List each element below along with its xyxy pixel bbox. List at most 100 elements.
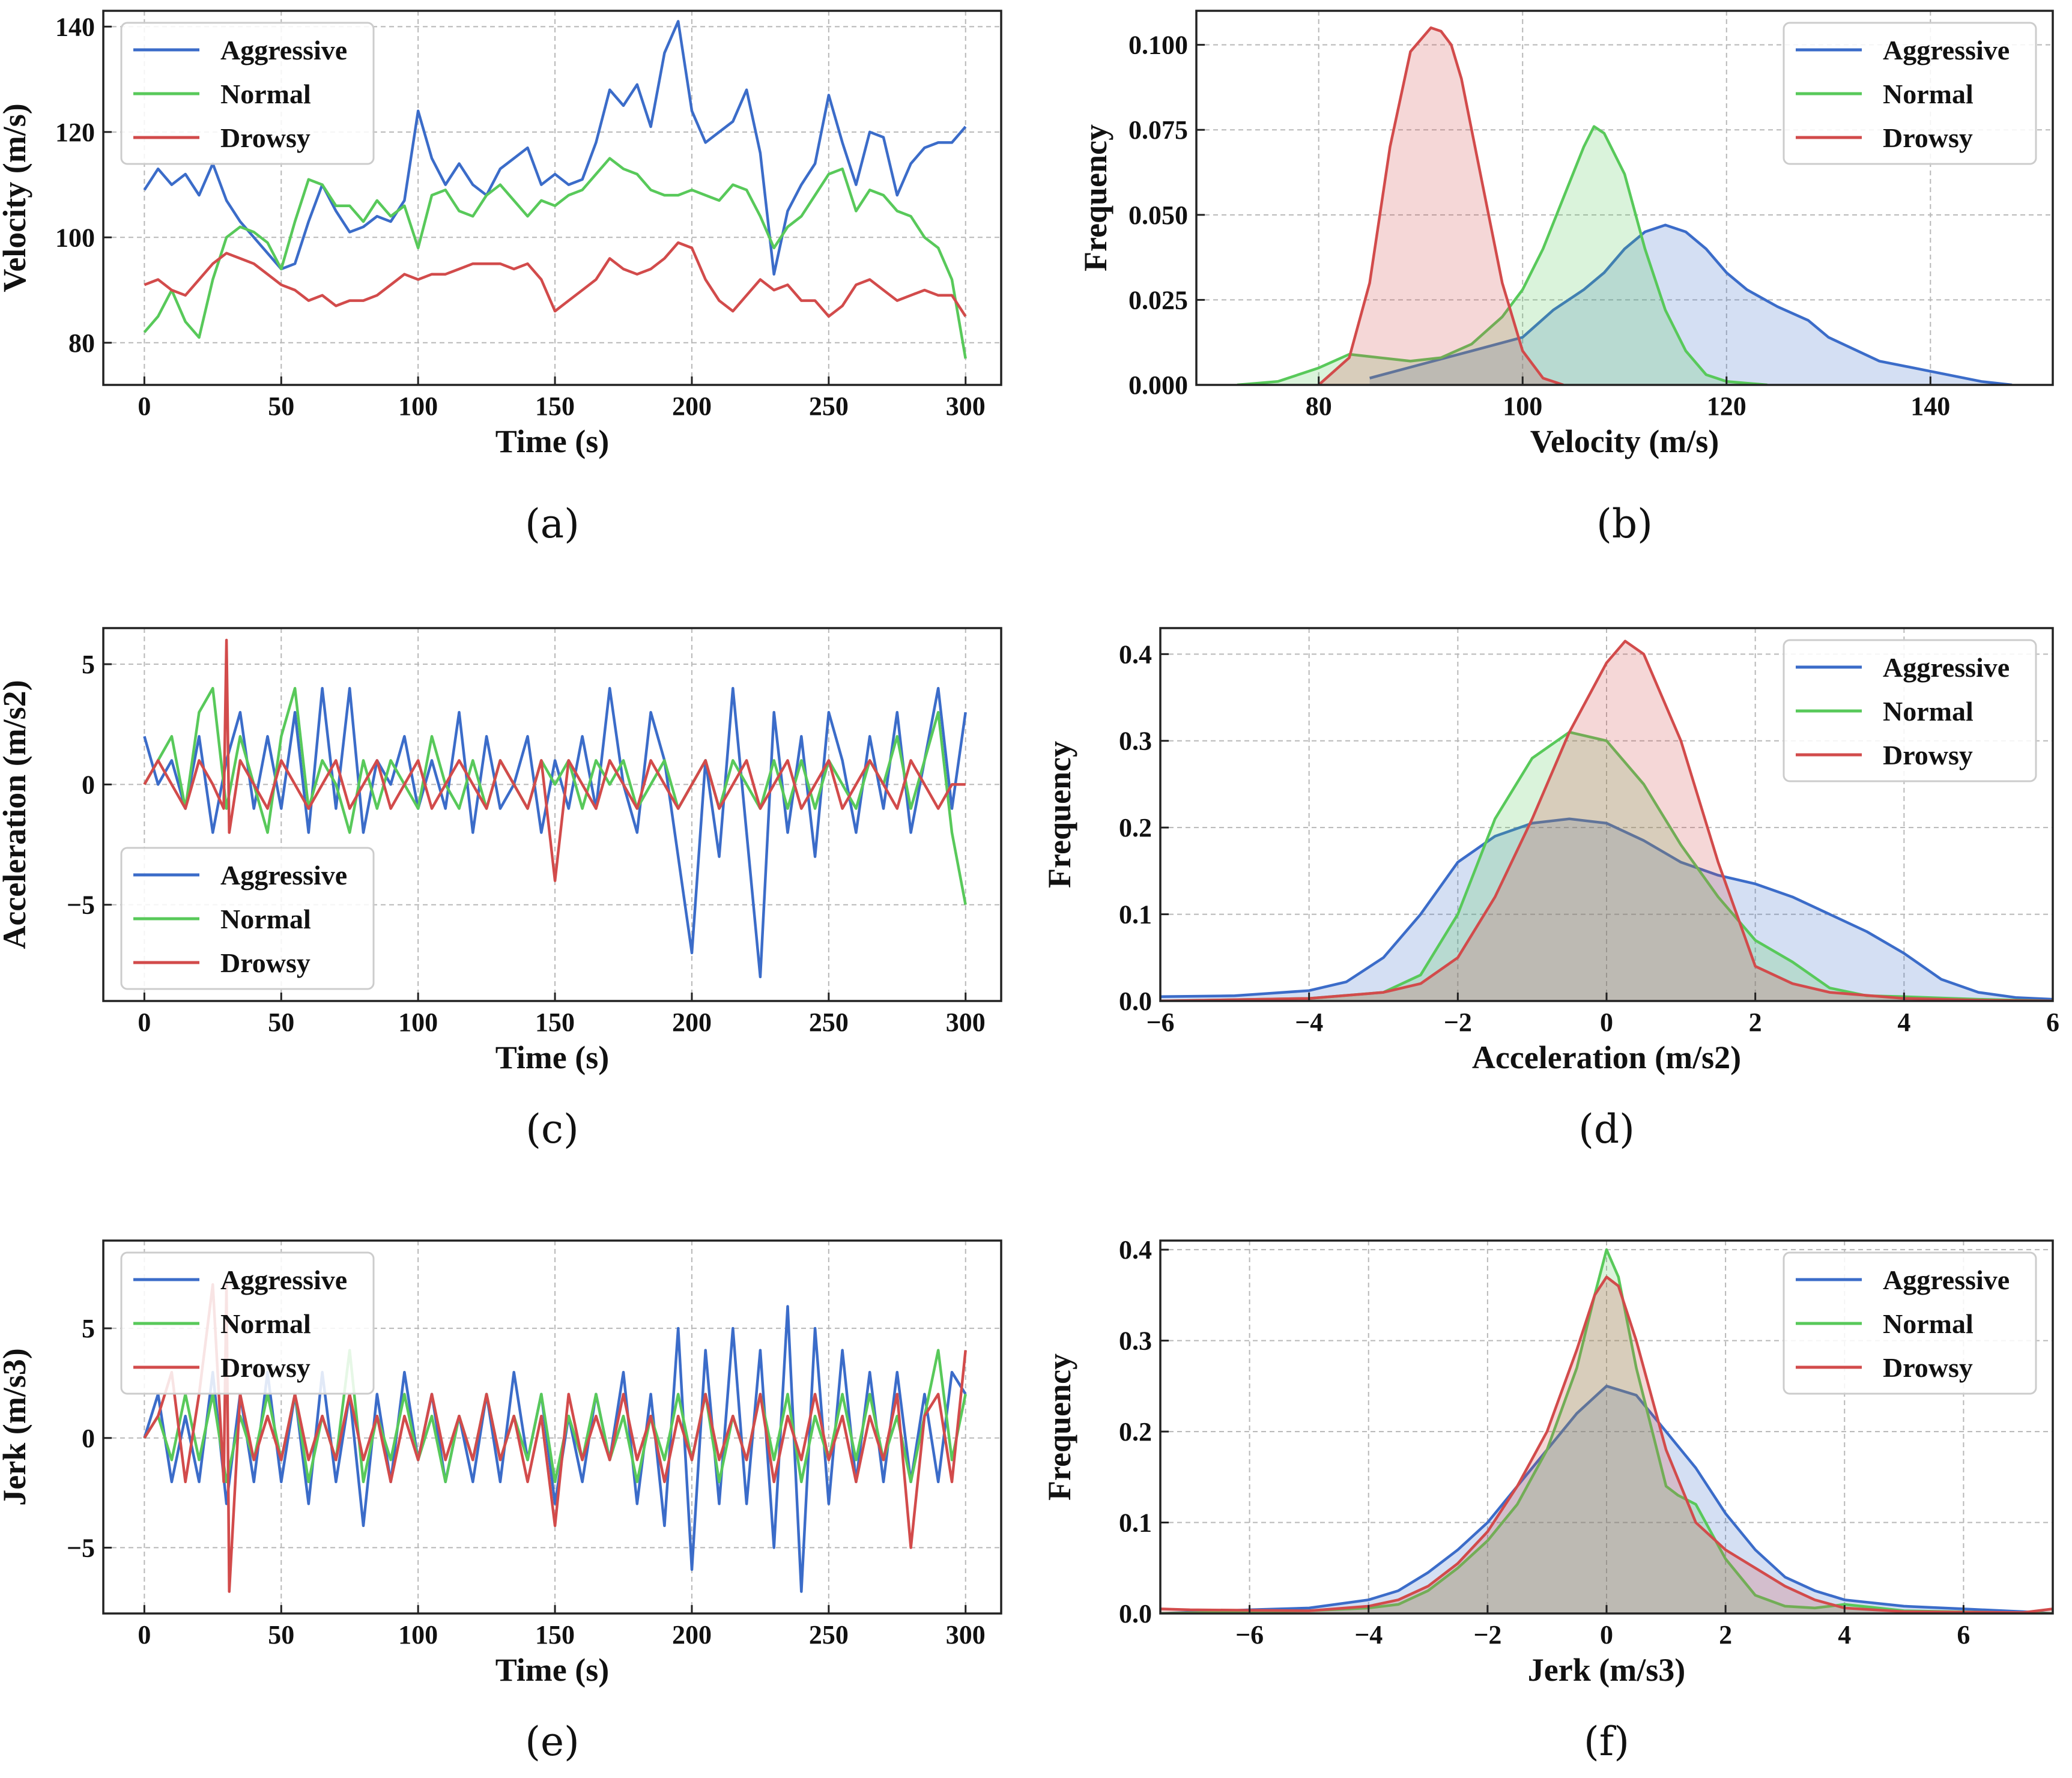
y-tick-label: 0.025 [1128, 285, 1188, 315]
legend-label-aggressive: Aggressive [220, 860, 347, 891]
y-axis-label: Frequency [1041, 1353, 1077, 1501]
legend-label-normal: Normal [220, 904, 311, 934]
plot-area [143, 20, 967, 359]
x-tick-label: 200 [672, 1620, 712, 1649]
legend-frame [120, 847, 375, 990]
x-tick-label: 250 [809, 1620, 849, 1649]
legend: Aggressive Normal Drowsy [1783, 639, 2037, 782]
legend-frame [120, 22, 375, 165]
panel-e: 0 50 100 150 200 250 300 −5 0 5 Time (s) Jerk (m/s3… [0, 1239, 1002, 1765]
legend-label-aggressive: Aggressive [1883, 652, 2010, 683]
kde-line-normal [1160, 1248, 2053, 1613]
x-tick-label: −4 [1295, 1008, 1323, 1037]
x-tick-label: 6 [1957, 1620, 1970, 1649]
x-axis-label: Time (s) [495, 1039, 609, 1075]
legend-label-drowsy: Drowsy [1883, 122, 1973, 153]
x-tick-label: 0 [138, 1008, 151, 1037]
panel-caption: (b) [1596, 501, 1653, 547]
legend: Aggressive Normal Drowsy [120, 22, 375, 165]
x-tick-label: 0 [1600, 1620, 1613, 1649]
x-tick-label: 200 [672, 392, 712, 421]
panel-f: −6 −4 −2 0 2 4 6 0.0 0.1 0.2 0.3 0.4 Jerk (m/s3) Freq… [1041, 1235, 2054, 1765]
x-tick-label: 250 [809, 1008, 849, 1037]
series-line-normal [143, 157, 967, 359]
x-tick-label: −2 [1444, 1008, 1472, 1037]
y-tick-label: 120 [55, 118, 95, 147]
x-tick-label: 80 [1306, 392, 1332, 421]
legend-label-normal: Normal [1883, 1308, 1974, 1339]
x-tick-label: 0 [1600, 1008, 1613, 1037]
x-axis-label: Velocity (m/s) [1530, 423, 1719, 459]
legend-label-normal: Normal [1883, 79, 1974, 109]
plot-area [1237, 26, 2013, 385]
series-line-aggressive [143, 686, 967, 979]
axes-frame [102, 10, 1002, 386]
legend-label-normal: Normal [220, 1308, 311, 1339]
series-line-drowsy [143, 1283, 967, 1593]
legend: Aggressive Normal Drowsy [120, 847, 375, 990]
y-tick-label: 5 [82, 650, 95, 679]
y-tick-label: 0.4 [1119, 640, 1152, 669]
axes-frame [102, 1239, 1002, 1615]
y-tick-label: −5 [67, 891, 95, 920]
kde-fill-drowsy [1160, 641, 2053, 1001]
kde-line-aggressive [1160, 1385, 2053, 1613]
x-tick-label: 140 [1910, 392, 1950, 421]
plot-area [143, 638, 967, 979]
legend-label-drowsy: Drowsy [220, 1352, 310, 1383]
kde-fill-aggressive [1160, 818, 2053, 1001]
x-tick-label: 100 [1503, 392, 1542, 421]
x-tick-label: 0 [138, 1620, 151, 1649]
panel-a: 0 50 100 150 200 250 300 80 100 120 140 Time (s) Vel… [0, 10, 1002, 547]
legend: Aggressive Normal Drowsy [120, 1251, 375, 1395]
x-tick-label: 250 [809, 392, 849, 421]
x-tick-label: −4 [1354, 1620, 1383, 1649]
kde-fill-normal [1160, 732, 2053, 1001]
x-tick-label: 4 [1838, 1620, 1851, 1649]
x-tick-label: −6 [1235, 1620, 1264, 1649]
x-tick-label: 300 [946, 392, 986, 421]
y-tick-label: 0.000 [1128, 370, 1188, 400]
x-axis-label: Time (s) [495, 423, 609, 459]
x-tick-label: 4 [1897, 1008, 1910, 1037]
kde-line-normal [1237, 125, 1768, 385]
panel-caption: (f) [1584, 1719, 1629, 1765]
x-tick-label: −6 [1146, 1008, 1174, 1037]
x-axis-label: Jerk (m/s3) [1528, 1652, 1685, 1688]
legend-label-aggressive: Aggressive [1883, 35, 2010, 65]
x-tick-label: 0 [138, 392, 151, 421]
legend-frame [1783, 22, 2037, 165]
kde-fill-aggressive [1160, 1386, 2053, 1613]
x-tick-label: 50 [268, 1008, 294, 1037]
panel-c: 0 50 100 150 200 250 300 −5 0 5 Time (s) Accelerati… [0, 627, 1002, 1152]
kde-line-drowsy [1160, 640, 2053, 1001]
panel-b: 80 100 120 140 0.000 0.025 0.050 0.075 0.100 Velo… [1077, 10, 2054, 547]
y-axis-label: Velocity (m/s) [0, 103, 32, 292]
panel-caption: (c) [526, 1106, 578, 1152]
legend-label-aggressive: Aggressive [1883, 1265, 2010, 1295]
y-tick-label: 0.100 [1128, 31, 1188, 60]
kde-line-aggressive [1160, 817, 2053, 1001]
kde-fill-aggressive [1369, 225, 2013, 385]
legend-label-drowsy: Drowsy [1883, 740, 1973, 770]
axes-frame [102, 627, 1002, 1002]
y-tick-label: 0.0 [1119, 1599, 1152, 1628]
legend-label-normal: Normal [220, 79, 311, 109]
y-tick-label: 0.075 [1128, 115, 1188, 145]
kde-fill-normal [1237, 126, 1768, 385]
plot-area [143, 1283, 967, 1593]
x-axis-label: Acceleration (m/s2) [1472, 1039, 1741, 1075]
legend-label-aggressive: Aggressive [220, 35, 347, 65]
kde-fill-normal [1160, 1250, 2053, 1613]
y-axis-label: Frequency [1041, 741, 1077, 888]
y-tick-label: 0.1 [1119, 1508, 1152, 1538]
plot-area [1160, 1248, 2053, 1613]
x-tick-label: −2 [1473, 1620, 1501, 1649]
legend-label-drowsy: Drowsy [1883, 1352, 1973, 1383]
x-axis-label: Time (s) [495, 1652, 609, 1688]
y-tick-label: 0 [82, 1424, 95, 1453]
x-tick-label: 100 [398, 1620, 438, 1649]
kde-line-drowsy [1318, 26, 1564, 385]
y-axis-label: Frequency [1077, 124, 1113, 271]
